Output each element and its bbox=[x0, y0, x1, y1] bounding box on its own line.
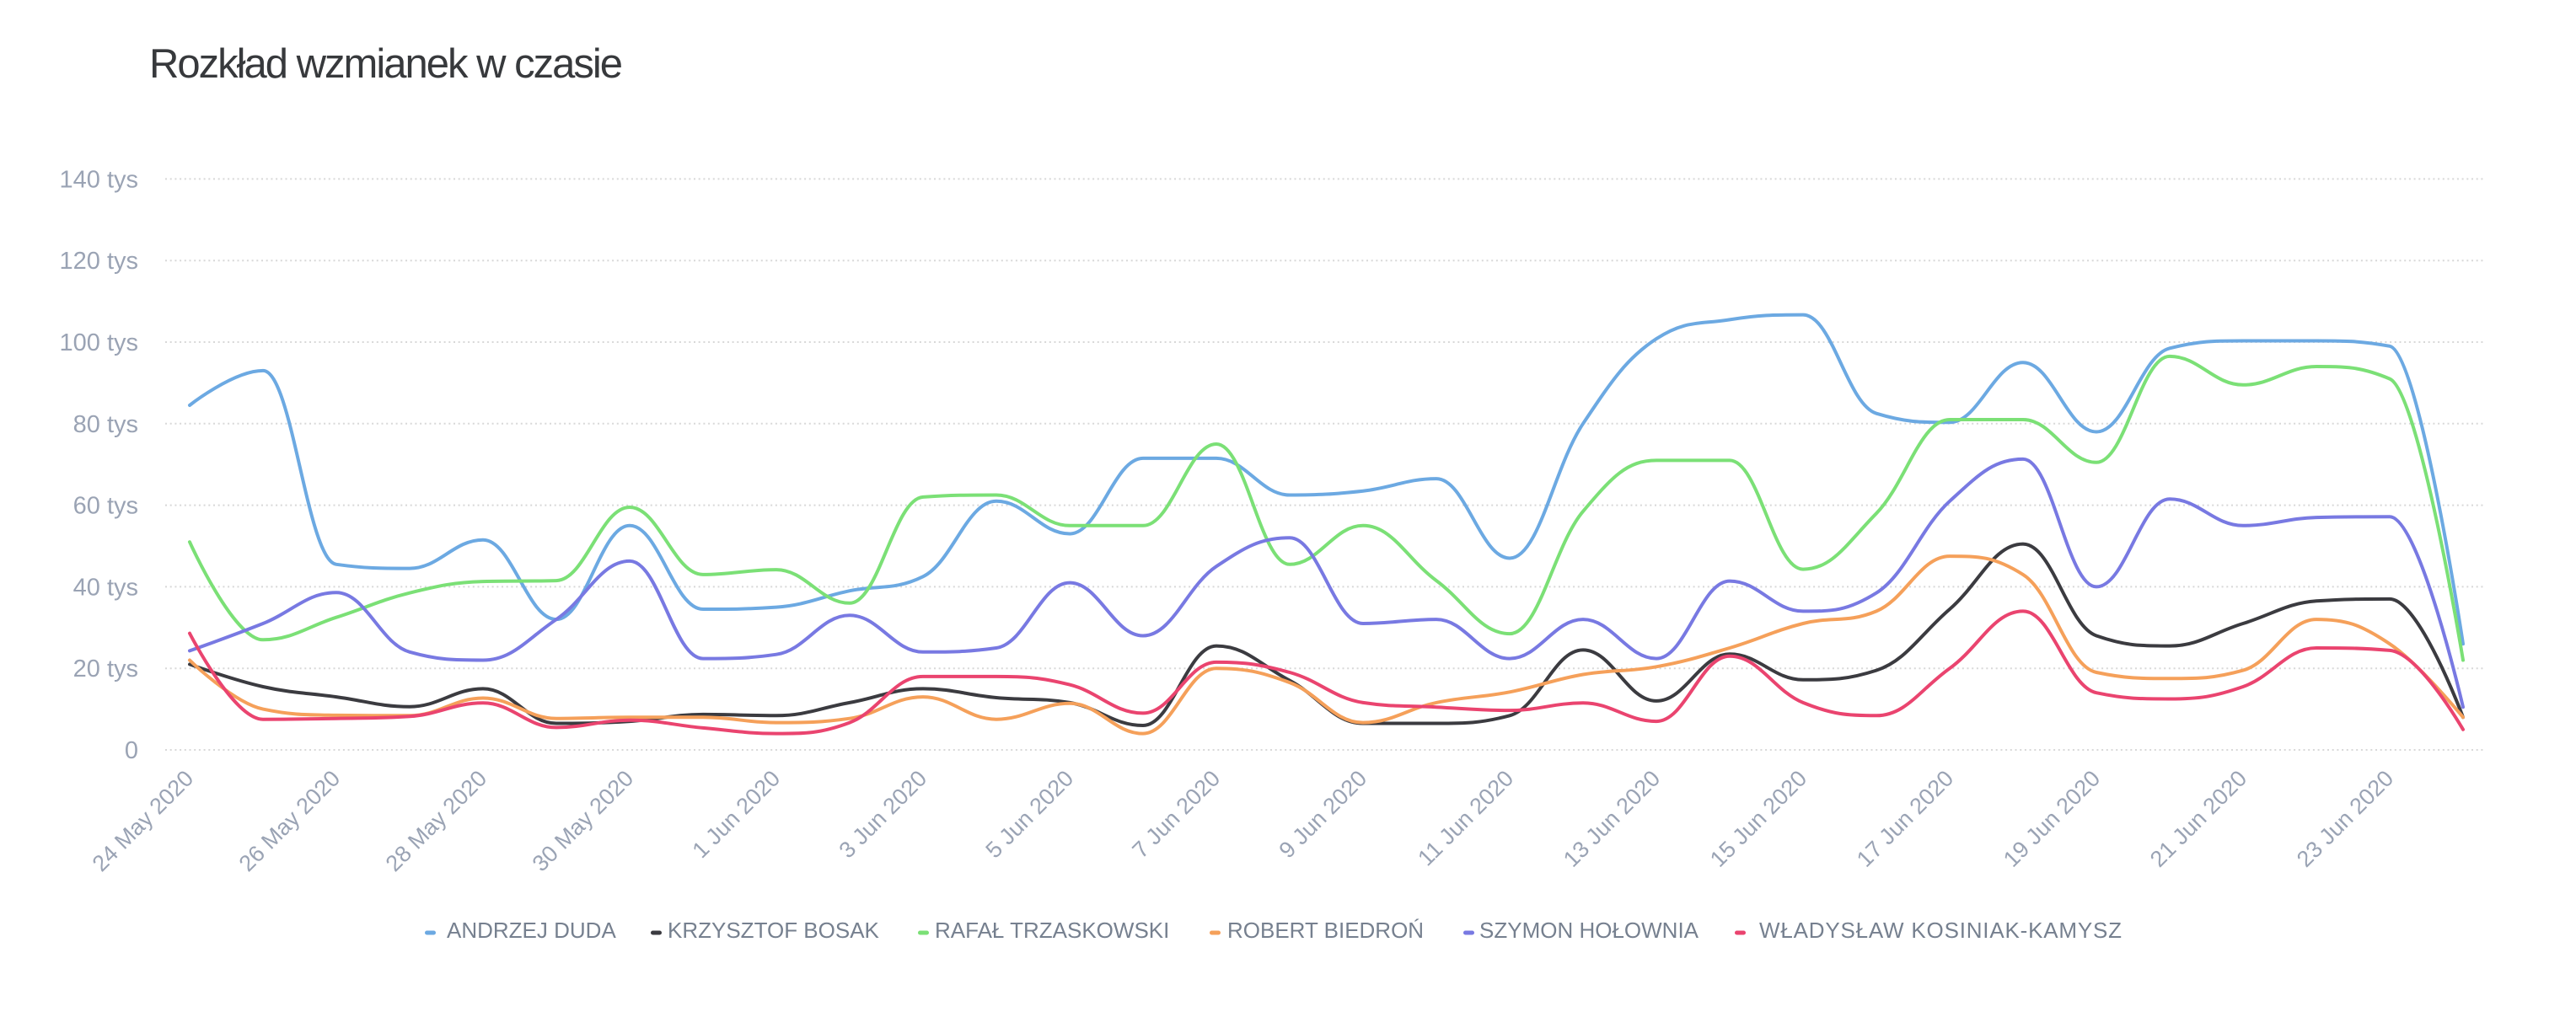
svg-text:ANDRZEJ DUDA: ANDRZEJ DUDA bbox=[447, 918, 616, 943]
svg-text:80 tys: 80 tys bbox=[73, 411, 138, 438]
svg-text:SZYMON HOŁOWNIA: SZYMON HOŁOWNIA bbox=[1479, 918, 1699, 943]
svg-text:40 tys: 40 tys bbox=[73, 574, 138, 601]
svg-text:140 tys: 140 tys bbox=[60, 166, 139, 193]
svg-text:WŁADYSŁAW KOSINIAK-KAMYSZ: WŁADYSŁAW KOSINIAK-KAMYSZ bbox=[1759, 918, 2123, 943]
svg-text:ROBERT BIEDROŃ: ROBERT BIEDROŃ bbox=[1227, 918, 1424, 943]
svg-text:20 tys: 20 tys bbox=[73, 656, 138, 682]
svg-text:Rozkład wzmianek w czasie: Rozkład wzmianek w czasie bbox=[149, 41, 622, 87]
svg-text:100 tys: 100 tys bbox=[60, 329, 139, 356]
svg-text:0: 0 bbox=[125, 737, 138, 764]
svg-text:120 tys: 120 tys bbox=[60, 248, 139, 275]
svg-text:KRZYSZTOF BOSAK: KRZYSZTOF BOSAK bbox=[668, 918, 880, 943]
svg-text:60 tys: 60 tys bbox=[73, 493, 138, 520]
svg-text:RAFAŁ TRZASKOWSKI: RAFAŁ TRZASKOWSKI bbox=[935, 918, 1169, 943]
